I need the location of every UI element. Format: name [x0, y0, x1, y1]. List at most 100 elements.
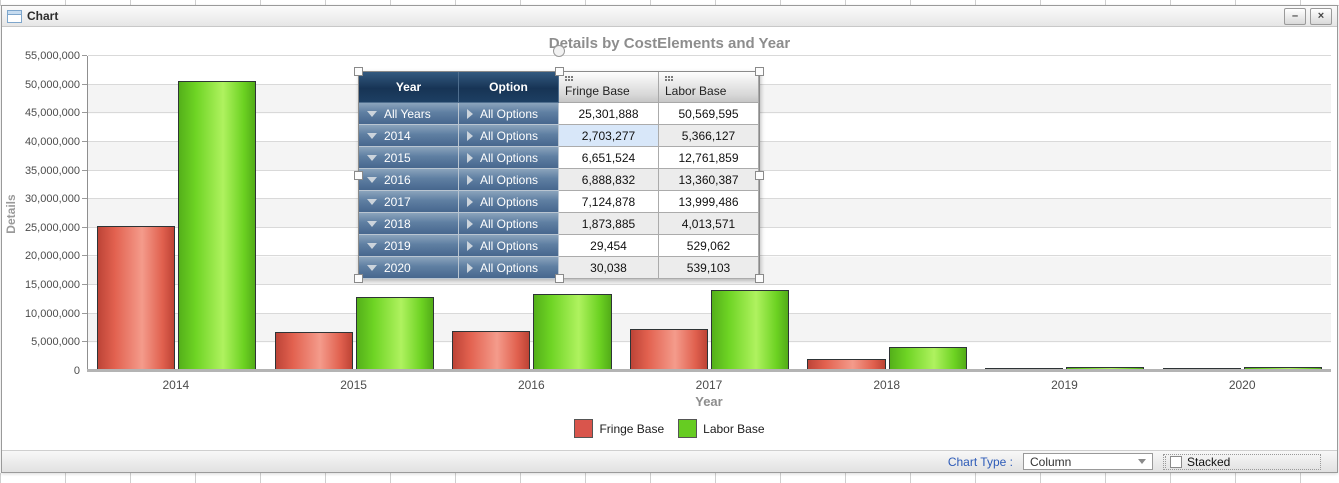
y-tick-label: 40,000,000 — [24, 135, 80, 148]
y-axis-labels: 0 5,000,000 10,000,000 15,000,000 20,000,000… — [2, 50, 80, 377]
minimize-button[interactable]: – — [1284, 7, 1306, 25]
pivot-fringe-value-cell[interactable]: 25,301,888 — [559, 103, 659, 125]
bar-group — [621, 56, 799, 370]
expand-right-icon — [467, 174, 473, 185]
expand-right-icon — [467, 218, 473, 229]
pivot-option-cell[interactable]: All Options — [459, 257, 559, 279]
pivot-year-cell[interactable]: 2020 — [359, 257, 459, 279]
pivot-header-label: Year — [395, 80, 422, 94]
pivot-option-cell[interactable]: All Options — [459, 103, 559, 125]
pivot-year-cell[interactable]: 2019 — [359, 235, 459, 257]
y-tick-label: 55,000,000 — [24, 50, 80, 62]
pivot-option-cell[interactable]: All Options — [459, 125, 559, 147]
bar-fringe-base[interactable] — [97, 225, 176, 370]
bar-group — [266, 56, 444, 370]
gridline — [82, 284, 1331, 286]
expand-right-icon — [467, 240, 473, 251]
pivot-labor-value-cell[interactable]: 13,360,387 — [659, 169, 759, 191]
pivot-labor-value-cell[interactable]: 5,366,127 — [659, 125, 759, 147]
expand-right-icon — [467, 130, 473, 141]
bar-group — [88, 56, 266, 370]
resize-handle-e[interactable] — [755, 171, 764, 180]
bar-group — [976, 56, 1154, 370]
pivot-fringe-value-cell[interactable]: 30,038 — [559, 257, 659, 279]
pivot-option-cell[interactable]: All Options — [459, 169, 559, 191]
gridline — [82, 55, 1331, 56]
pivot-header-label: Option — [489, 80, 528, 94]
close-button[interactable]: × — [1310, 7, 1332, 25]
bar-fringe-base[interactable] — [452, 330, 531, 370]
pivot-labor-value-cell[interactable]: 539,103 — [659, 257, 759, 279]
bar-fringe-base[interactable] — [629, 329, 709, 370]
pivot-year-cell[interactable]: 2018 — [359, 213, 459, 235]
chart-type-label: Chart Type : — [947, 454, 1013, 469]
bar-labor-base[interactable] — [355, 297, 434, 370]
x-tick-label: 2014 — [162, 378, 190, 392]
bar-labor-base[interactable] — [533, 293, 612, 370]
bar-fringe-base[interactable] — [274, 332, 353, 370]
chart-type-select[interactable]: Column — [1023, 453, 1153, 470]
chart-panel: Details by CostElements and Year Details… — [2, 27, 1337, 449]
expand-right-icon — [467, 152, 473, 163]
x-axis-line — [87, 369, 1331, 372]
resize-handle-se[interactable] — [755, 274, 764, 283]
pivot-labor-value-cell[interactable]: 12,761,859 — [659, 147, 759, 169]
bar-labor-base[interactable] — [888, 347, 967, 370]
pivot-header-fringe-base[interactable]: Fringe Base — [559, 72, 659, 103]
resize-handle-w[interactable] — [354, 171, 363, 180]
resize-handle-s[interactable] — [555, 274, 564, 283]
bar-labor-base[interactable] — [711, 290, 790, 370]
legend-item: Labor Base — [678, 419, 765, 438]
window-icon — [7, 9, 22, 23]
resize-handle-nw[interactable] — [354, 67, 363, 76]
pivot-fringe-value-cell[interactable]: 6,651,524 — [559, 147, 659, 169]
pivot-year-cell[interactable]: 2016 — [359, 169, 459, 191]
pivot-option-cell[interactable]: All Options — [459, 147, 559, 169]
pivot-option-cell[interactable]: All Options — [459, 191, 559, 213]
y-tick-label: 25,000,000 — [24, 221, 80, 234]
pivot-fringe-value-cell[interactable]: 29,454 — [559, 235, 659, 257]
pivot-table-overlay[interactable]: Year Option Fringe Base Labor Base All Years… — [354, 45, 764, 283]
pivot-year-cell[interactable]: 2014 — [359, 125, 459, 147]
pivot-fringe-value-cell[interactable]: 6,888,832 — [559, 169, 659, 191]
pivot-option-cell[interactable]: All Options — [459, 235, 559, 257]
pivot-fringe-value-cell[interactable]: 7,124,878 — [559, 191, 659, 213]
x-axis-labels: 2014 2015 2016 2017 2018 2019 2020 — [87, 378, 1331, 392]
pivot-header-option[interactable]: Option — [459, 72, 559, 103]
stacked-checkbox[interactable] — [1170, 455, 1182, 468]
pivot-year-cell[interactable]: All Years — [359, 103, 459, 125]
pivot-table: Year Option Fringe Base Labor Base All Years… — [358, 71, 760, 279]
expand-down-icon — [367, 110, 377, 117]
pivot-header-labor-base[interactable]: Labor Base — [659, 72, 759, 103]
pivot-header-year[interactable]: Year — [359, 72, 459, 103]
pivot-year-cell[interactable]: 2017 — [359, 191, 459, 213]
bar-series — [88, 56, 1331, 370]
x-axis-title: Year — [695, 394, 723, 409]
bar-labor-base[interactable] — [178, 81, 257, 370]
y-tick-label: 0 — [73, 365, 80, 377]
gridline — [82, 341, 1331, 343]
pivot-labor-value-cell[interactable]: 13,999,486 — [659, 191, 759, 213]
drag-grip-icon — [565, 76, 573, 81]
resize-handle-sw[interactable] — [354, 274, 363, 283]
resize-handle-ne[interactable] — [755, 67, 764, 76]
x-tick-label: 2016 — [517, 378, 545, 392]
pivot-labor-value-cell[interactable]: 50,569,595 — [659, 103, 759, 125]
expand-down-icon — [367, 220, 377, 227]
pivot-year-cell[interactable]: 2015 — [359, 147, 459, 169]
bar-group — [443, 56, 621, 370]
chart-window: Chart – × Details by CostElements and Ye… — [1, 5, 1338, 473]
expand-down-icon — [367, 176, 377, 183]
pivot-labor-value-cell[interactable]: 529,062 — [659, 235, 759, 257]
pivot-option-cell[interactable]: All Options — [459, 213, 559, 235]
rotate-handle[interactable] — [553, 45, 565, 57]
resize-handle-n[interactable] — [555, 67, 564, 76]
chart-title: Details by CostElements and Year — [548, 35, 791, 52]
bar-group — [1153, 56, 1331, 370]
pivot-fringe-value-cell[interactable]: 2,703,277 — [559, 125, 659, 147]
chevron-down-icon — [1138, 459, 1146, 464]
pivot-labor-value-cell[interactable]: 4,013,571 — [659, 213, 759, 235]
y-tick-label: 5,000,000 — [31, 336, 80, 349]
window-titlebar[interactable]: Chart – × — [2, 6, 1337, 27]
pivot-fringe-value-cell[interactable]: 1,873,885 — [559, 213, 659, 235]
